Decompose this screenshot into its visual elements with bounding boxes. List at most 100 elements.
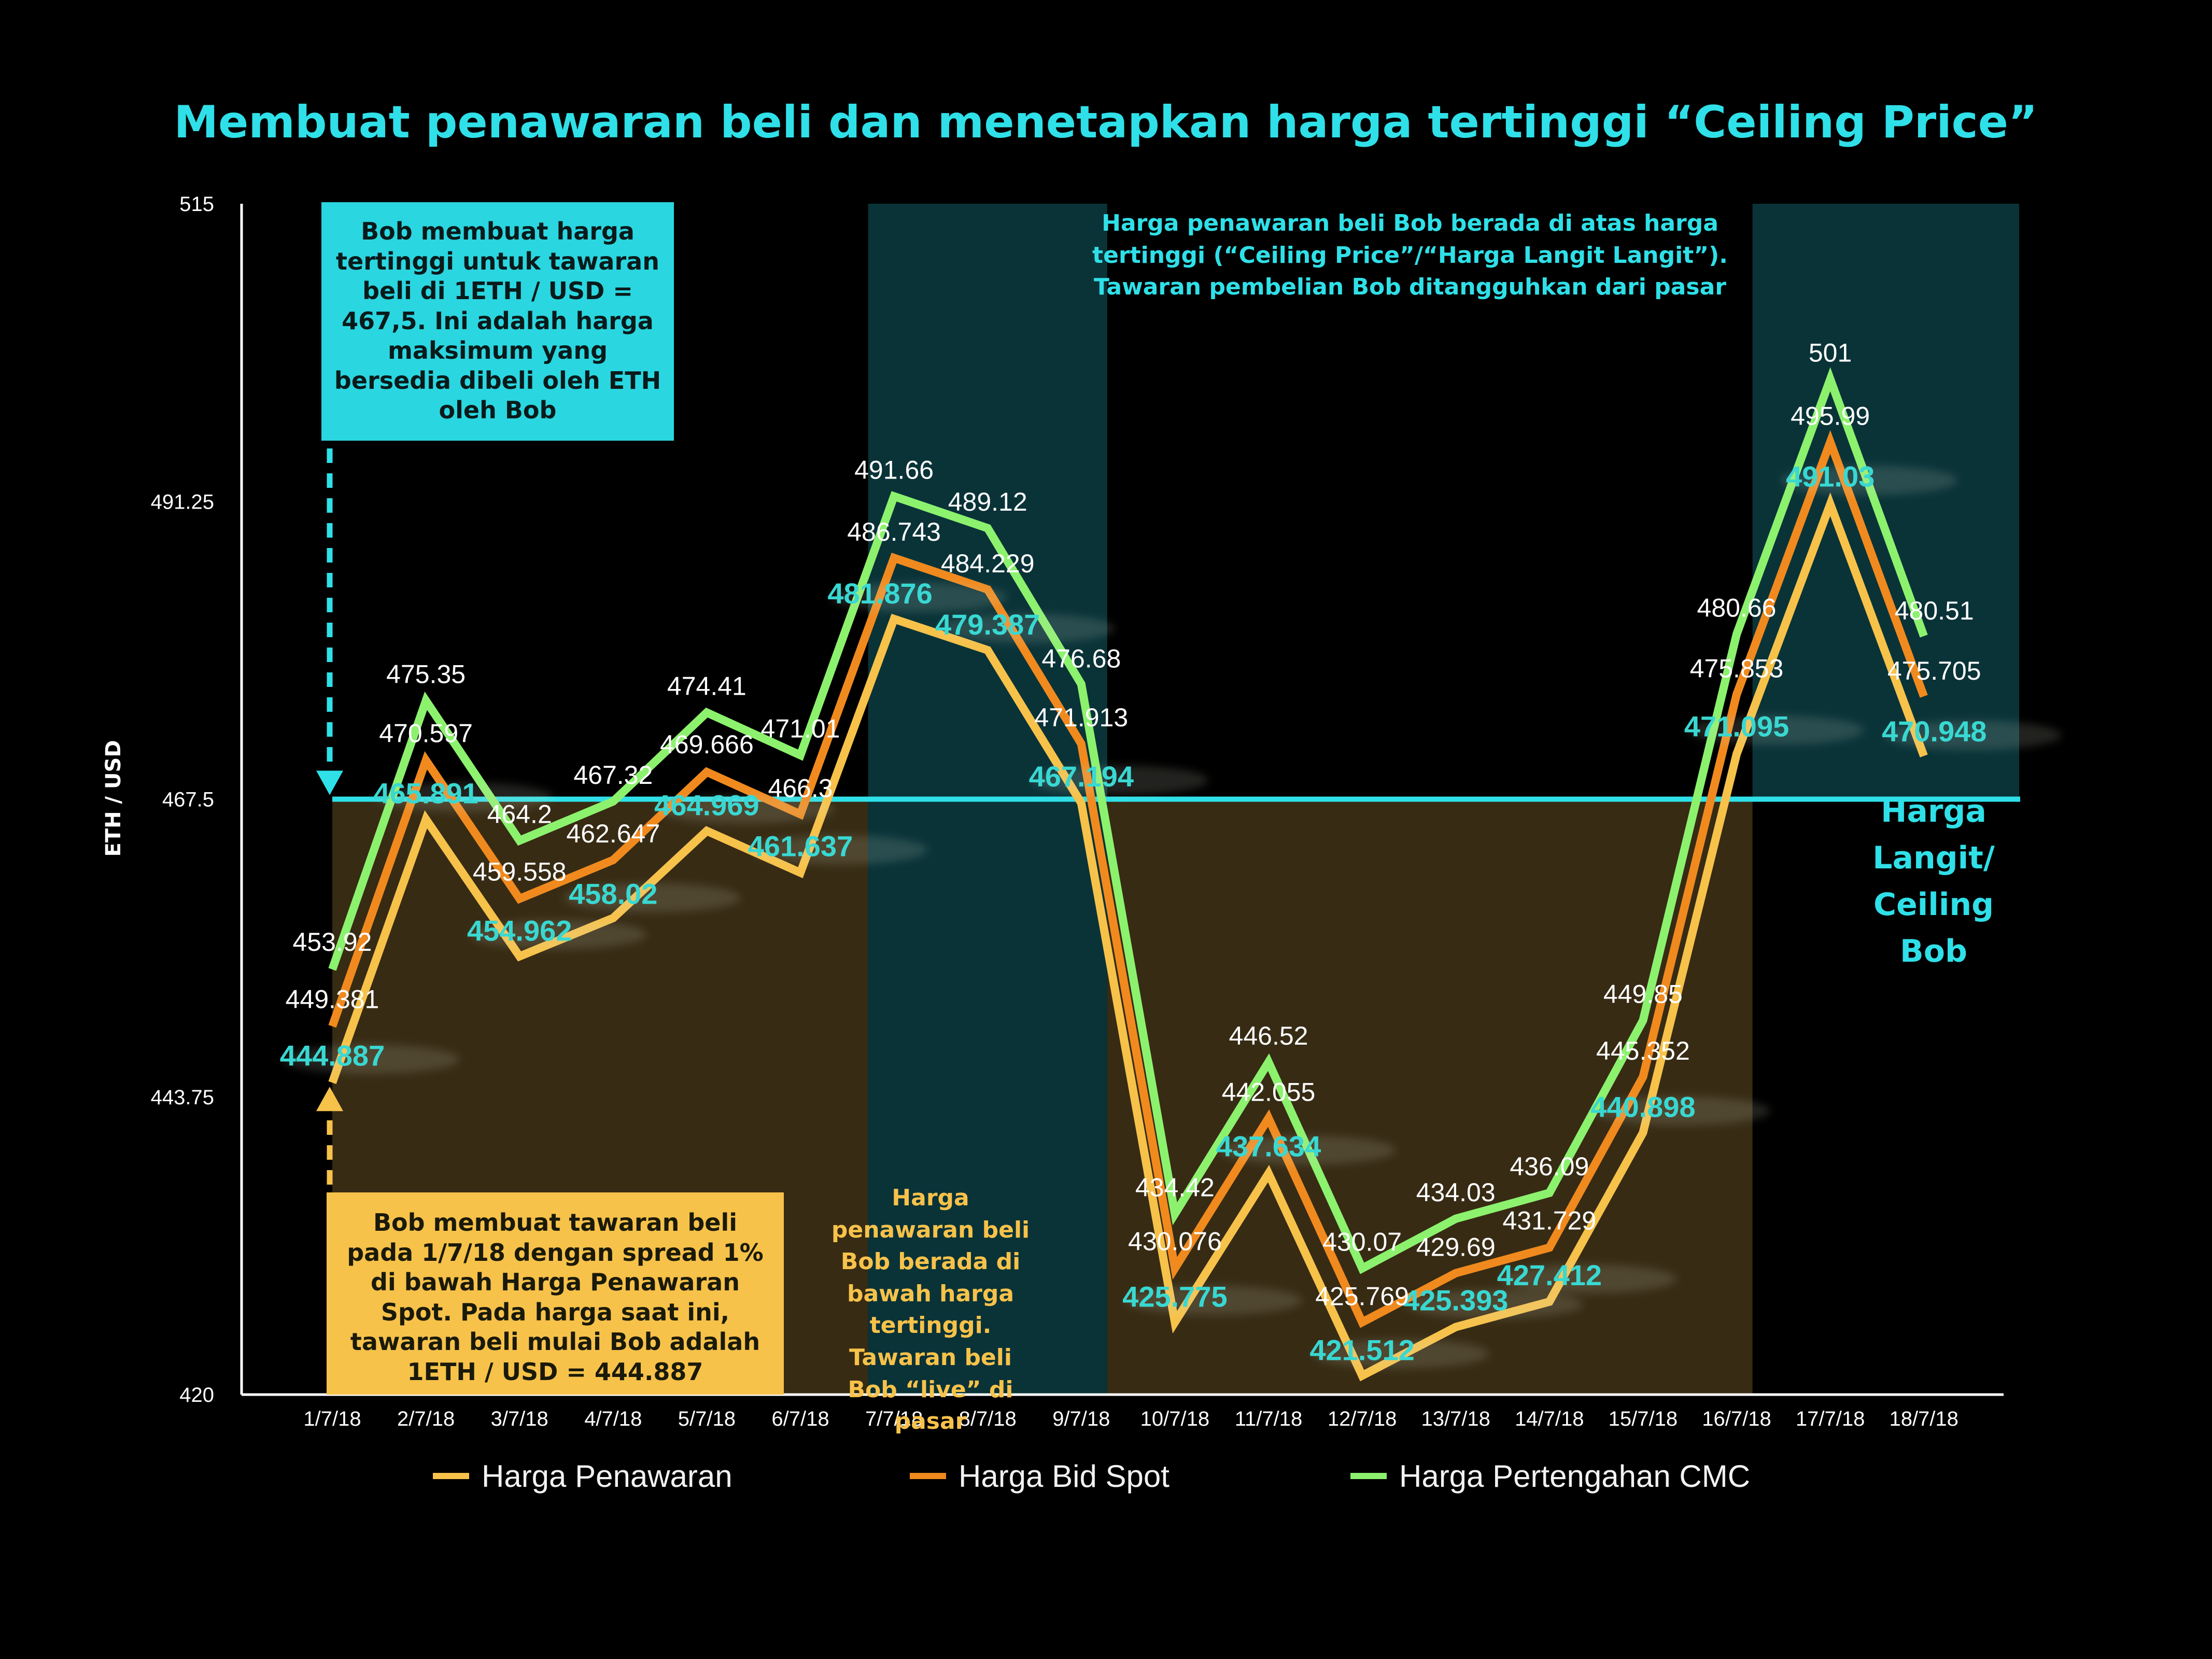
annotation-arrows (316, 448, 343, 1185)
above-ceiling-note: Harga penawaran beli Bob berada di atas … (1092, 210, 1728, 301)
data-label-mid: 475.35 (386, 660, 466, 689)
x-tick-label: 15/7/18 (1609, 1408, 1678, 1430)
data-label-offer: 425.775 (1122, 1280, 1227, 1313)
data-label-glow (1594, 1096, 1770, 1126)
x-tick-label: 12/7/18 (1328, 1408, 1397, 1430)
data-label-glow (751, 835, 927, 865)
x-tick-label: 1/7/18 (303, 1408, 361, 1430)
data-label-bid: 486.743 (847, 517, 941, 546)
data-label-bid: 466.3 (768, 774, 833, 803)
data-label-mid: 476.68 (1041, 644, 1121, 673)
x-tick-label: 8/7/18 (959, 1408, 1017, 1430)
data-label-offer: 465.891 (373, 777, 478, 809)
data-label-bid: 429.69 (1416, 1233, 1496, 1262)
data-label-glow (470, 920, 647, 949)
data-label-glow (1219, 1135, 1396, 1165)
data-label-offer: 425.393 (1403, 1284, 1508, 1317)
x-tick-label: 6/7/18 (771, 1408, 829, 1430)
data-label-offer: 479.387 (935, 608, 1040, 641)
legend-item-offer: Harga Penawaran (433, 1458, 732, 1494)
y-tick-label: 467.5 (162, 789, 214, 811)
data-label-mid: 446.52 (1229, 1021, 1308, 1050)
data-label-glow (1885, 721, 2062, 750)
data-label-bid: 459.558 (473, 857, 567, 887)
data-label-offer: 470.948 (1882, 715, 1986, 748)
x-tick-label: 18/7/18 (1889, 1408, 1958, 1430)
x-tick-label: 11/7/18 (1235, 1408, 1303, 1430)
data-label-offer: 437.634 (1216, 1130, 1321, 1163)
data-label-glow (283, 1045, 459, 1074)
data-labels: 444.887 465.891 454.962 458.02 464.969 461.63… (280, 339, 2062, 1369)
data-label-bid: 430.076 (1128, 1227, 1222, 1256)
above-zone-2 (1752, 204, 2019, 799)
x-tick-label: 5/7/18 (678, 1408, 736, 1430)
data-label-glow (1125, 1286, 1302, 1315)
series-line-2 (328, 367, 1928, 1274)
series-line-1 (328, 430, 1928, 1328)
data-label-mid: 491.66 (854, 455, 934, 484)
data-label-bid: 495.99 (1791, 402, 1870, 431)
data-label-bid: 470.597 (379, 719, 473, 748)
data-label-glow (1313, 1339, 1489, 1369)
data-label-mid: 471.01 (761, 714, 840, 743)
ceiling-label: Harga Langit/ Ceiling Bob (1872, 793, 1995, 969)
data-label-mid: 480.51 (1895, 596, 1974, 625)
data-label-mid: 436.09 (1510, 1152, 1589, 1181)
x-tick-label: 7/7/18 (865, 1408, 923, 1430)
data-label-offer: 440.898 (1590, 1091, 1695, 1123)
data-label-mid: 434.03 (1416, 1178, 1496, 1207)
data-label-offer: 427.412 (1497, 1259, 1602, 1291)
legend-swatch-bid (910, 1473, 946, 1479)
data-label-glow (657, 794, 834, 824)
data-label-mid: 489.12 (948, 487, 1027, 516)
data-label-glow (563, 883, 740, 912)
legend-label-mid: Harga Pertengahan CMC (1399, 1458, 1751, 1494)
data-label-glow (1500, 1264, 1676, 1294)
data-label-bid: 449.381 (286, 985, 379, 1014)
data-label-offer: 421.512 (1309, 1333, 1414, 1366)
data-label-mid: 467.32 (573, 761, 653, 790)
x-tick-label: 17/7/18 (1796, 1408, 1865, 1430)
data-label-bid: 475.853 (1690, 654, 1784, 683)
data-label-glow (376, 782, 553, 812)
data-label-bid: 442.055 (1222, 1078, 1316, 1107)
data-label-glow (1781, 466, 1957, 495)
data-label-glow (938, 614, 1115, 643)
y-tick-label: 491.25 (151, 490, 214, 513)
data-label-offer: 444.887 (280, 1039, 385, 1072)
ceiling-info-box: Bob membuat harga tertinggi untuk tawara… (321, 202, 674, 441)
data-label-offer: 461.637 (748, 830, 853, 862)
data-label-mid: 434.42 (1135, 1173, 1215, 1202)
legend-label-offer: Harga Penawaran (482, 1458, 732, 1494)
legend-swatch-mid (1350, 1473, 1387, 1479)
axes: 420 443.75 467.5 491.25 515 1/7/18 2/7/18 3/7/1… (151, 193, 2004, 1430)
data-label-glow (1032, 765, 1208, 795)
x-tick-label: 10/7/18 (1140, 1408, 1209, 1430)
data-label-offer: 481.876 (827, 577, 932, 610)
data-label-glow (1687, 715, 1864, 745)
x-tick-label: 16/7/18 (1702, 1408, 1771, 1430)
data-label-mid: 474.41 (667, 671, 746, 700)
data-label-mid: 449.85 (1603, 979, 1683, 1008)
data-label-mid: 501 (1809, 339, 1852, 368)
data-label-offer: 491.03 (1786, 460, 1875, 493)
bid-info-box: Bob membuat tawaran beli pada 1/7/18 den… (327, 1192, 784, 1395)
below-ceiling-note: Harga penawaran beli Bob berada di bawah… (831, 1185, 1030, 1435)
data-label-bid: 469.666 (660, 730, 754, 759)
data-label-offer: 467.194 (1029, 760, 1134, 793)
data-label-offer: 464.969 (654, 789, 759, 822)
y-tick-label: 443.75 (151, 1086, 214, 1109)
x-tick-label: 9/7/18 (1052, 1408, 1110, 1430)
data-label-offer: 458.02 (569, 878, 657, 910)
data-label-mid: 480.66 (1697, 593, 1777, 622)
data-label-mid: 430.07 (1322, 1228, 1402, 1257)
x-tick-label: 3/7/18 (491, 1408, 548, 1430)
data-label-bid: 475.705 (1887, 656, 1981, 685)
data-label-bid: 462.647 (566, 819, 660, 848)
data-label-mid: 453.92 (293, 927, 372, 957)
data-label-bid: 484.229 (941, 549, 1035, 578)
legend-label-bid: Harga Bid Spot (959, 1458, 1170, 1494)
legend-item-mid: Harga Pertengahan CMC (1350, 1458, 1750, 1494)
x-tick-label: 14/7/18 (1515, 1408, 1584, 1430)
